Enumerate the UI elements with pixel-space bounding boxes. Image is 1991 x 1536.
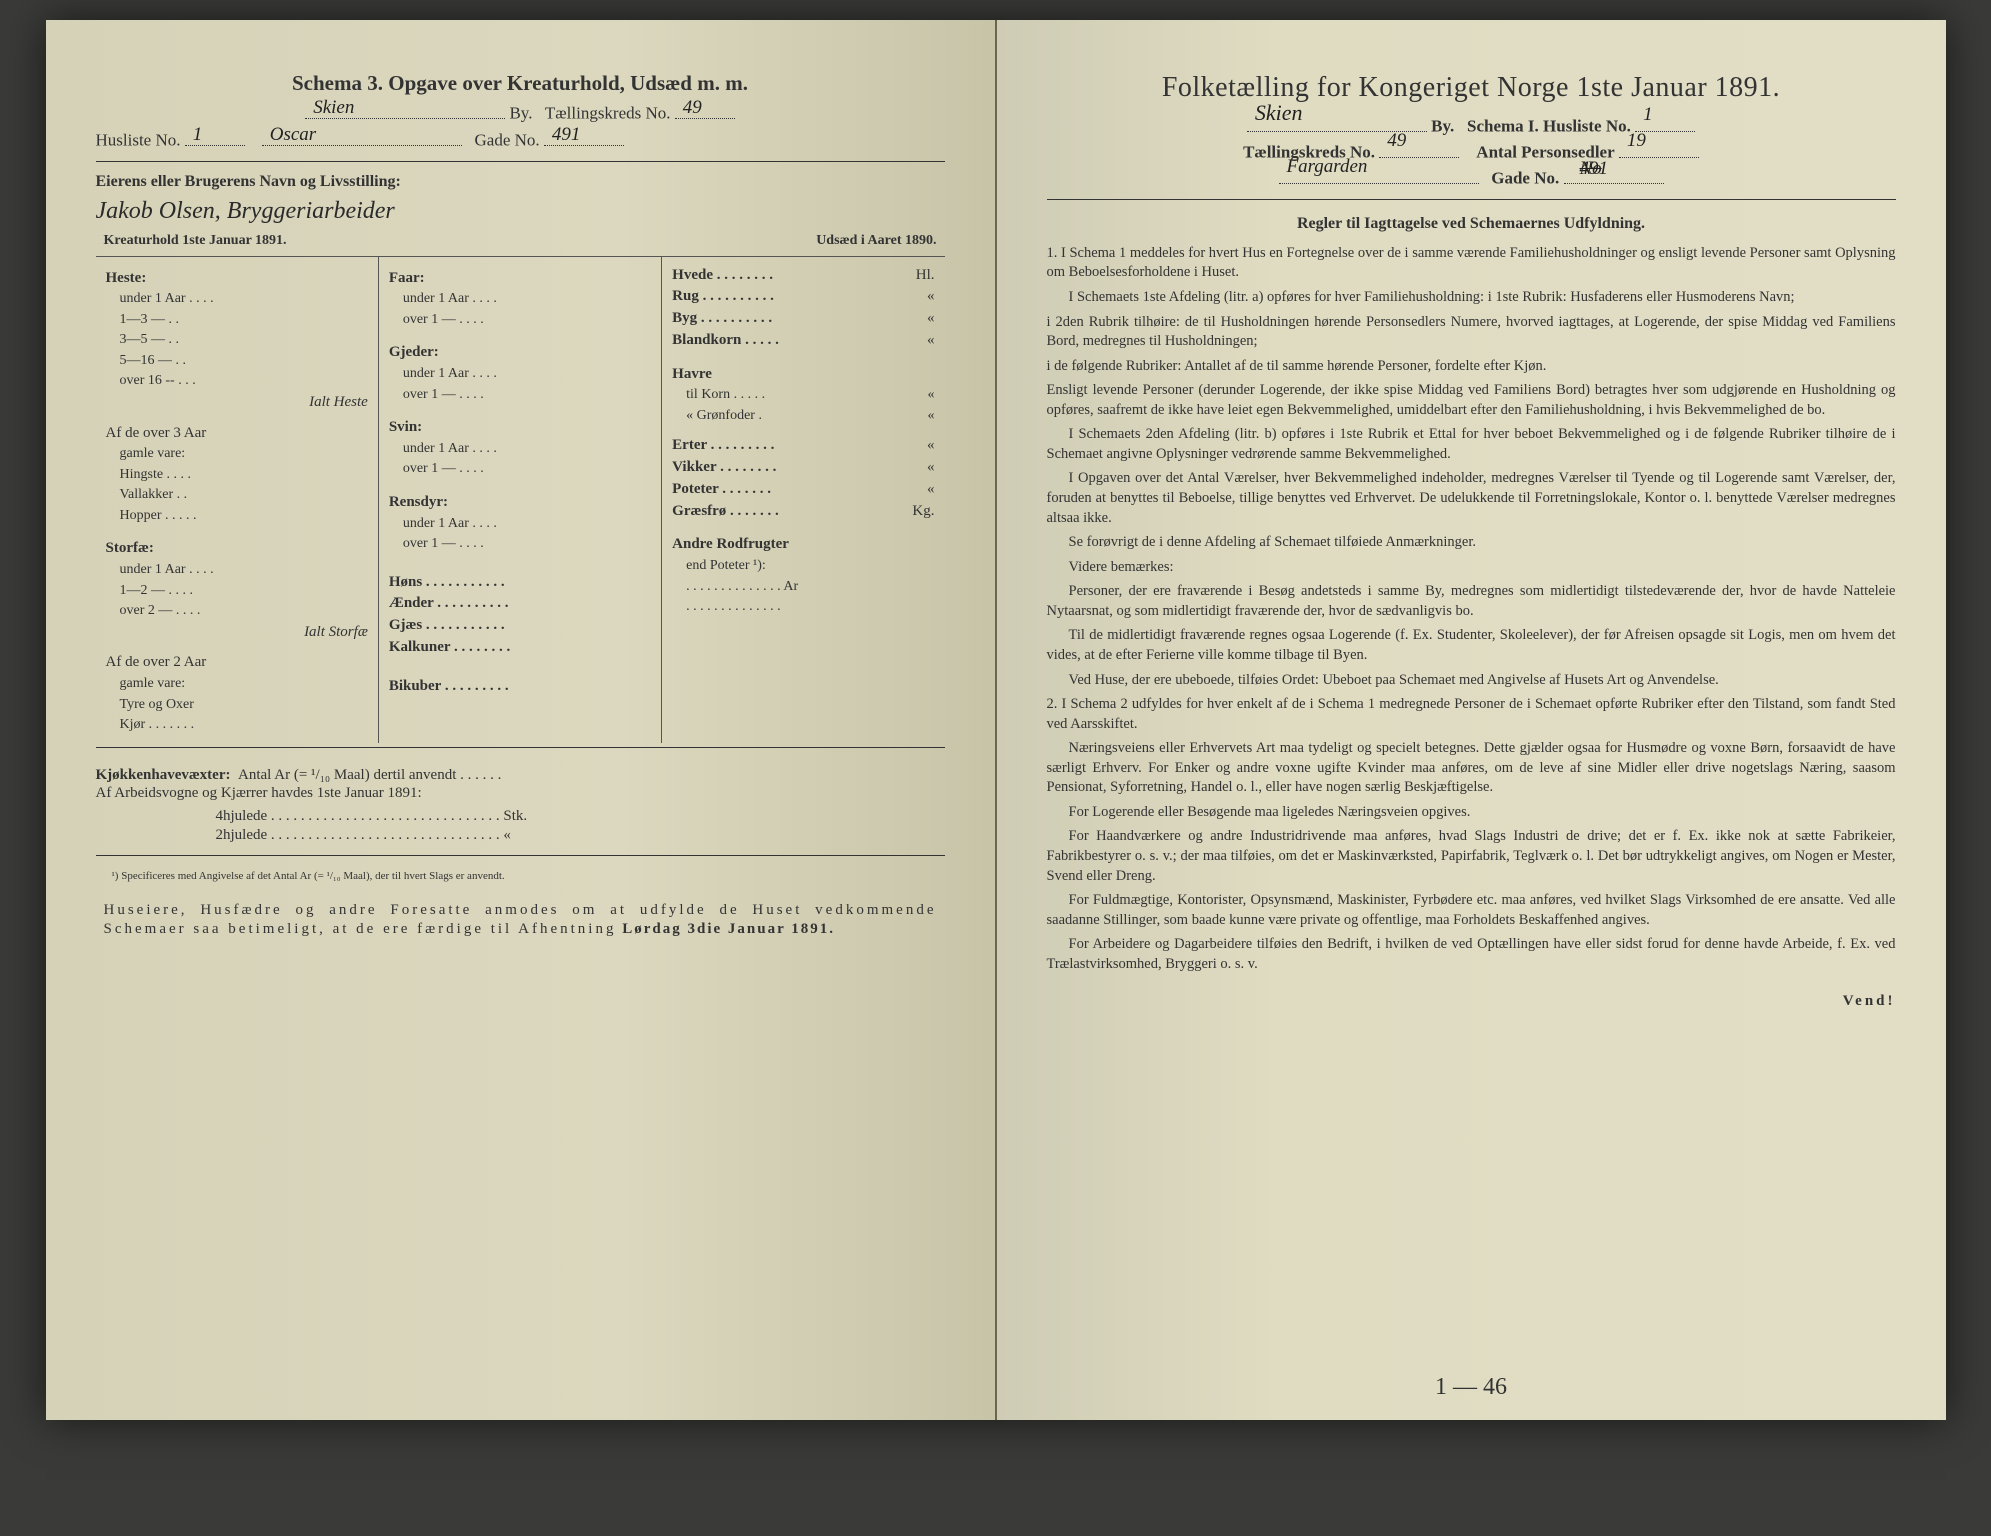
col-faar-other: Faar: under 1 Aar . . . . over 1 — . . .… <box>379 257 662 743</box>
rules-heading: Regler til Iagttagelse ved Schemaernes U… <box>1047 214 1896 234</box>
bottom-fields: Kjøkkenhavevæxter: Antal Ar (= ¹/₁₀ Maal… <box>96 766 945 845</box>
census-title: Folketælling for Kongeriget Norge 1ste J… <box>1047 70 1896 105</box>
owner-value: Jakob Olsen, Bryggeriarbeider <box>96 196 945 226</box>
closing-note: Huseiere, Husfædre og andre Foresatte an… <box>96 901 945 939</box>
tk-antal-row: Tællingskreds No. 49 Antal Personsedler … <box>1047 139 1896 163</box>
footnote: ¹) Specificeres med Angivelse af det Ant… <box>96 870 945 884</box>
right-page: Folketælling for Kongeriget Norge 1ste J… <box>997 20 1946 1420</box>
schema3-title: Schema 3. Opgave over Kreaturhold, Udsæd… <box>96 70 945 96</box>
col-heste-storfae: Heste: under 1 Aar . . . . 1—3 — . . 3—5… <box>96 257 379 743</box>
rules-body: 1. I Schema 1 meddeles for hvert Hus en … <box>1047 244 1896 975</box>
page-mark: 1 — 46 <box>1435 1372 1507 1402</box>
left-page: Schema 3. Opgave over Kreaturhold, Udsæd… <box>46 20 997 1420</box>
owner-label: Eierens eller Brugerens Navn og Livsstil… <box>96 172 945 192</box>
husliste-row: Husliste No. 1 Oscar Gade No. 491 <box>96 127 945 151</box>
by-schema-row: Skien By. Schema I. Husliste No. 1 <box>1047 113 1896 137</box>
vend-label: Vend! <box>1047 992 1896 1011</box>
by-row: Skien By. Tællingskreds No. 49 <box>96 100 945 124</box>
gade-row: Fargarden Gade No. No 491 <box>1047 165 1896 189</box>
col-crops: Hvede . . . . . . . .Hl. Rug . . . . . .… <box>662 257 944 743</box>
document-spread: Schema 3. Opgave over Kreaturhold, Udsæd… <box>46 20 1946 1420</box>
table-header: Kreaturhold 1ste Januar 1891. Udsæd i Aa… <box>96 232 945 250</box>
livestock-table: Heste: under 1 Aar . . . . 1—3 — . . 3—5… <box>96 256 945 743</box>
